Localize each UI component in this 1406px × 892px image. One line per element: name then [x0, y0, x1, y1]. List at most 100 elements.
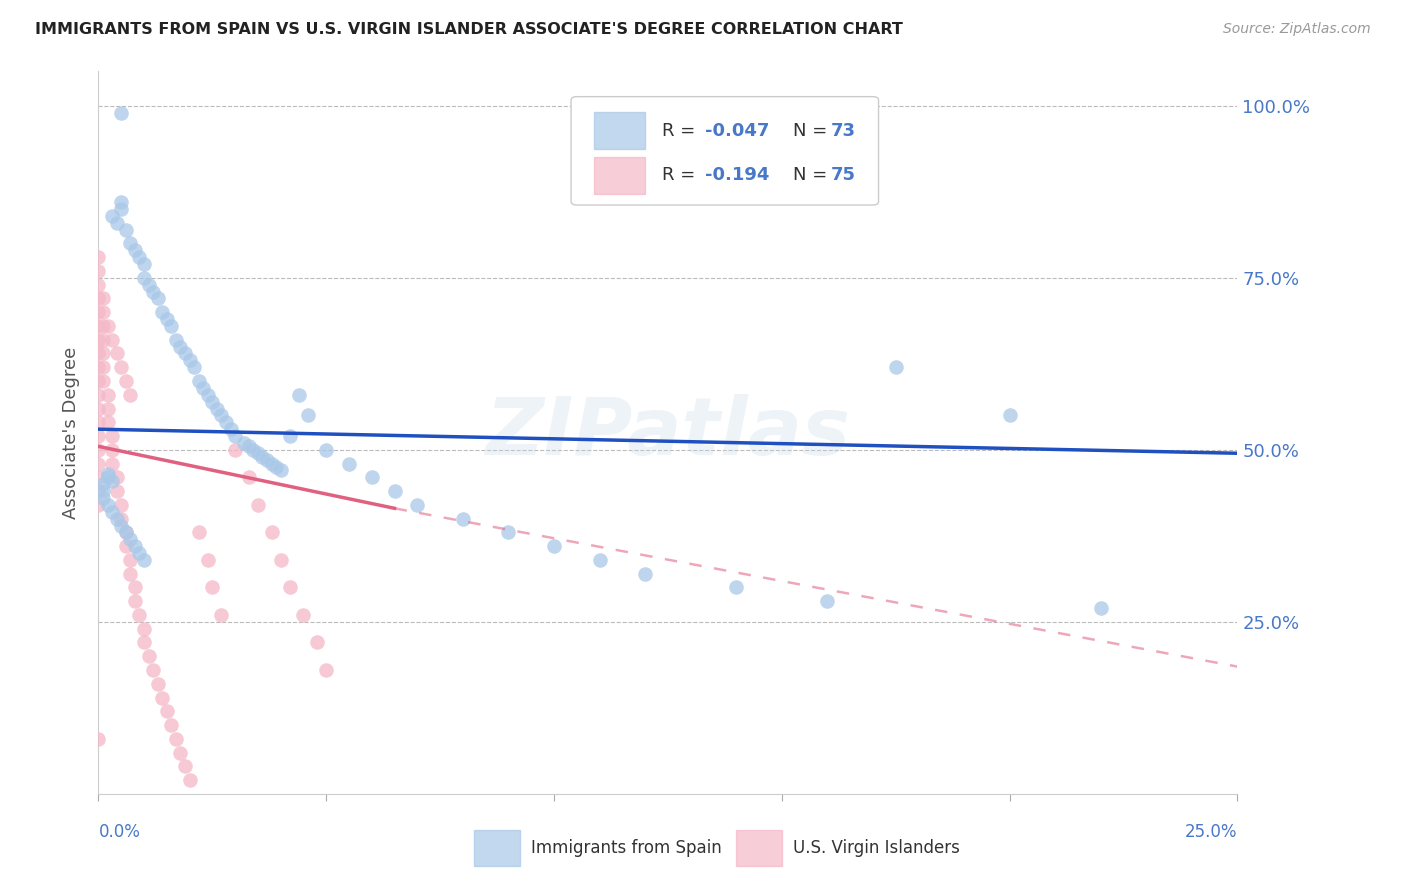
Point	[815, 594, 838, 608]
Point	[174, 759, 197, 773]
Point	[209, 607, 232, 622]
Point	[87, 401, 110, 416]
Point	[87, 264, 110, 278]
Text: Immigrants from Spain: Immigrants from Spain	[531, 839, 721, 857]
Point	[634, 566, 657, 581]
Point	[174, 346, 197, 360]
Point	[278, 581, 301, 595]
Point	[270, 553, 292, 567]
Text: 75: 75	[831, 167, 856, 185]
Point	[209, 409, 232, 423]
Point	[120, 533, 142, 547]
Point	[91, 318, 114, 333]
Point	[246, 498, 269, 512]
Point	[264, 460, 287, 475]
Point	[498, 525, 520, 540]
Point	[110, 202, 132, 216]
Point	[242, 442, 264, 457]
Point	[120, 388, 142, 402]
Point	[201, 394, 224, 409]
Point	[87, 470, 110, 484]
Point	[124, 244, 146, 258]
Point	[543, 539, 565, 553]
Point	[297, 409, 319, 423]
Point	[105, 484, 128, 499]
Point	[150, 690, 173, 705]
Text: Source: ZipAtlas.com: Source: ZipAtlas.com	[1223, 22, 1371, 37]
Text: -0.047: -0.047	[706, 121, 770, 140]
Point	[96, 401, 118, 416]
Text: IMMIGRANTS FROM SPAIN VS U.S. VIRGIN ISLANDER ASSOCIATE'S DEGREE CORRELATION CHA: IMMIGRANTS FROM SPAIN VS U.S. VIRGIN ISL…	[35, 22, 903, 37]
Point	[260, 457, 283, 471]
Point	[205, 401, 228, 416]
Text: -0.194: -0.194	[706, 167, 770, 185]
Point	[105, 216, 128, 230]
Point	[91, 491, 114, 505]
Point	[87, 457, 110, 471]
Text: 73: 73	[831, 121, 856, 140]
Point	[87, 731, 110, 746]
Point	[451, 511, 474, 525]
Point	[110, 195, 132, 210]
Point	[169, 340, 191, 354]
Point	[337, 457, 360, 471]
Point	[193, 381, 215, 395]
Point	[87, 498, 110, 512]
Point	[110, 360, 132, 375]
Point	[146, 677, 169, 691]
Point	[87, 277, 110, 292]
Bar	[474, 830, 520, 866]
Point	[87, 318, 110, 333]
Point	[179, 353, 201, 368]
Point	[91, 333, 114, 347]
Point	[588, 553, 610, 567]
Point	[120, 553, 142, 567]
Point	[224, 429, 246, 443]
Point	[187, 374, 209, 388]
Point	[120, 566, 142, 581]
Point	[114, 374, 136, 388]
Point	[87, 429, 110, 443]
Point	[110, 105, 132, 120]
Point	[87, 415, 110, 429]
Point	[156, 704, 179, 718]
Point	[96, 388, 118, 402]
Point	[150, 305, 173, 319]
Point	[91, 360, 114, 375]
Point	[138, 649, 160, 664]
Point	[110, 511, 132, 525]
Point	[270, 463, 292, 477]
Point	[91, 477, 114, 491]
Point	[238, 439, 260, 453]
Point	[197, 388, 219, 402]
Point	[87, 442, 110, 457]
Point	[132, 270, 155, 285]
Point	[238, 470, 260, 484]
Text: 0.0%: 0.0%	[98, 822, 141, 841]
Point	[87, 360, 110, 375]
Point	[187, 525, 209, 540]
Point	[96, 498, 118, 512]
Point	[233, 436, 256, 450]
Point	[160, 318, 183, 333]
Point	[201, 581, 224, 595]
Point	[91, 305, 114, 319]
Text: N =: N =	[793, 121, 834, 140]
Point	[101, 474, 124, 488]
Point	[128, 607, 150, 622]
Point	[256, 453, 278, 467]
Point	[183, 360, 205, 375]
Point	[160, 718, 183, 732]
Point	[219, 422, 242, 436]
Point	[87, 374, 110, 388]
Point	[96, 467, 118, 481]
Point	[87, 305, 110, 319]
Point	[101, 505, 124, 519]
Point	[384, 484, 406, 499]
Point	[124, 581, 146, 595]
Point	[101, 333, 124, 347]
Point	[87, 292, 110, 306]
Point	[91, 346, 114, 360]
Point	[169, 746, 191, 760]
Bar	[593, 157, 645, 194]
